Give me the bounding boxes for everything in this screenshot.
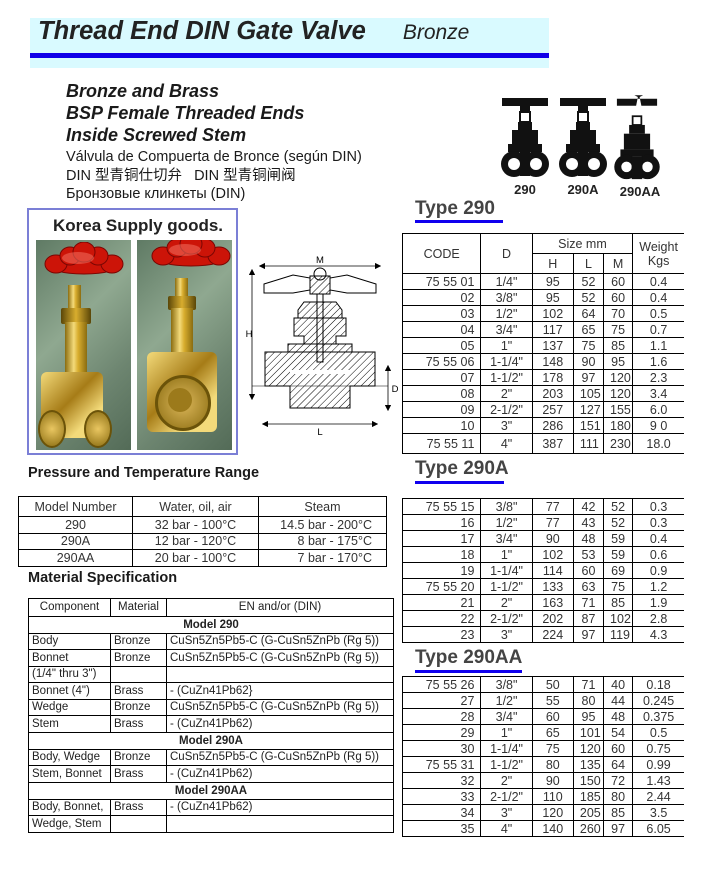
svg-text:D: D [392,384,399,395]
svg-text:L: L [317,427,322,438]
svg-text:H: H [246,329,253,340]
svg-text:M: M [316,255,324,266]
